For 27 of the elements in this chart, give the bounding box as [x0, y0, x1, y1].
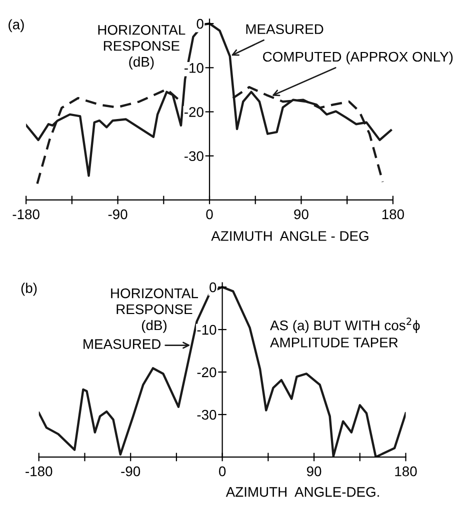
x-tick-label: 0: [218, 466, 226, 476]
x-tick-label: -90: [121, 466, 140, 476]
annotation: MEASURED: [84, 339, 161, 349]
y-tick-label: -10: [184, 63, 204, 73]
y-axis-title: HORIZONTAL RESPONSE (dB): [111, 288, 198, 333]
x-tick-label: -90: [108, 209, 128, 220]
x-tick-label: 180: [382, 209, 404, 220]
annotation: COMPUTED (APPROX ONLY): [263, 51, 453, 64]
y-axis-title: HORIZONTAL RESPONSE (dB): [98, 24, 186, 70]
x-axis-title: AZIMUTH ANGLE - DEG: [211, 231, 368, 241]
chart-title: (a): [8, 19, 24, 32]
x-tick-label: 180: [395, 466, 417, 476]
x-axis-title: AZIMUTH ANGLE-DEG.: [226, 487, 379, 497]
x-tick-label: -180: [26, 466, 52, 476]
y-tick-label: -30: [184, 151, 204, 162]
x-tick-label: -180: [12, 209, 40, 220]
annotation: AS (a) BUT WITH cos$^{2}$ϕ AMPLITUDE TAPER: [270, 318, 420, 348]
x-tick-label: 90: [306, 466, 322, 476]
chart-title: (b): [21, 282, 37, 296]
y-tick-label: -10: [197, 324, 216, 335]
y-tick-label: -20: [197, 367, 216, 378]
y-tick-label: 0: [196, 18, 204, 29]
y-tick-label: 0: [210, 282, 216, 292]
x-tick-label: 90: [294, 209, 308, 220]
y-tick-label: -20: [184, 107, 204, 117]
y-tick-label: -30: [197, 410, 216, 420]
annotation: MEASURED: [246, 24, 324, 34]
